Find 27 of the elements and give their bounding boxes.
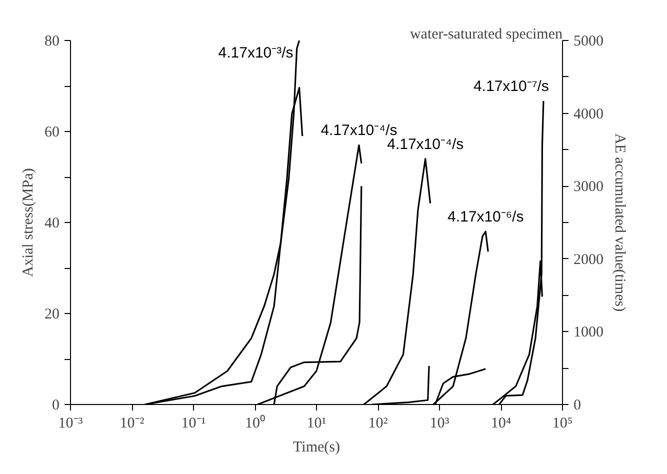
y-tick-label: 40 bbox=[44, 216, 60, 232]
y-axis-title: Axial stress(MPa) bbox=[20, 168, 36, 277]
series-label: 4.17x10⁻⁷/s bbox=[473, 78, 549, 95]
x-tick-label: 10⁴ bbox=[490, 416, 512, 432]
x-tick-label: 10⁵ bbox=[552, 416, 573, 432]
y2-tick-label: 1000 bbox=[574, 324, 604, 341]
x-tick-label: 10⁻¹ bbox=[181, 416, 206, 432]
x-axis-title: Time(s) bbox=[293, 440, 340, 456]
chart-title: water-saturated specimen bbox=[410, 26, 563, 42]
x-tick-label: 10¹ bbox=[306, 416, 326, 432]
x-tick-label: 10² bbox=[368, 416, 388, 432]
y-tick-label: 20 bbox=[44, 306, 60, 322]
y2-tick-label: 4000 bbox=[574, 106, 604, 122]
y-tick-label: 80 bbox=[44, 34, 60, 50]
series-label: 4.17x10⁻³/s bbox=[218, 44, 294, 62]
x-tick-label: 10³ bbox=[430, 416, 450, 432]
y2-axis-title: AE accumulated value(times) bbox=[612, 133, 628, 312]
x-tick-label: 10⁻² bbox=[120, 416, 145, 432]
x-tick-label: 10⁰ bbox=[245, 414, 265, 432]
y-tick-label: 60 bbox=[44, 124, 60, 140]
series-label: 4.17x10⁻⁶/s bbox=[448, 208, 524, 226]
y-tick-label: 0 bbox=[52, 398, 60, 414]
y2-tick-label: 0 bbox=[574, 398, 581, 414]
x-tick-label: 10⁻³ bbox=[58, 416, 84, 432]
y2-tick-label: 5000 bbox=[574, 34, 604, 50]
y2-tick-label: 2000 bbox=[574, 252, 604, 268]
y2-tick-label: 3000 bbox=[574, 179, 604, 196]
